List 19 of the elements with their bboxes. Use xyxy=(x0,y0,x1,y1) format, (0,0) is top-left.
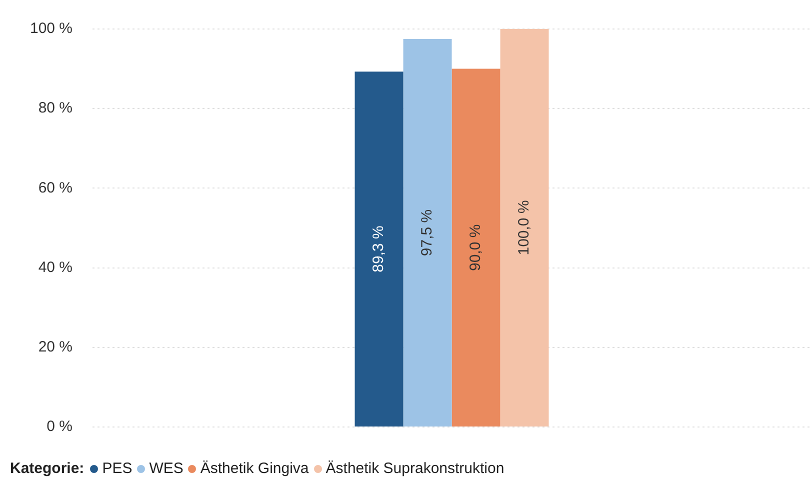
legend-title: Kategorie: xyxy=(10,460,84,477)
bar xyxy=(403,38,452,426)
legend-label: Ästhetik Suprakonstruktion xyxy=(326,460,504,477)
y-tick-label: 20 % xyxy=(38,338,73,356)
y-tick-label: 0 % xyxy=(46,418,73,436)
bar xyxy=(354,72,404,426)
y-tick-label: 80 % xyxy=(38,100,73,117)
data-label: 89,3 % xyxy=(370,226,388,272)
legend-label: Ästhetik Gingiva xyxy=(200,460,309,477)
data-label: 90,0 % xyxy=(467,224,484,271)
y-tick-label: 40 % xyxy=(38,258,73,276)
y-tick-label: 100 % xyxy=(30,20,73,38)
legend-label: PES xyxy=(102,460,132,477)
data-label: 97,5 % xyxy=(418,209,436,256)
data-label: 100,0 % xyxy=(516,200,533,256)
y-tick-label: 60 % xyxy=(38,179,73,196)
legend-label: WES xyxy=(149,460,184,477)
bar xyxy=(500,29,549,426)
bar xyxy=(452,68,500,426)
